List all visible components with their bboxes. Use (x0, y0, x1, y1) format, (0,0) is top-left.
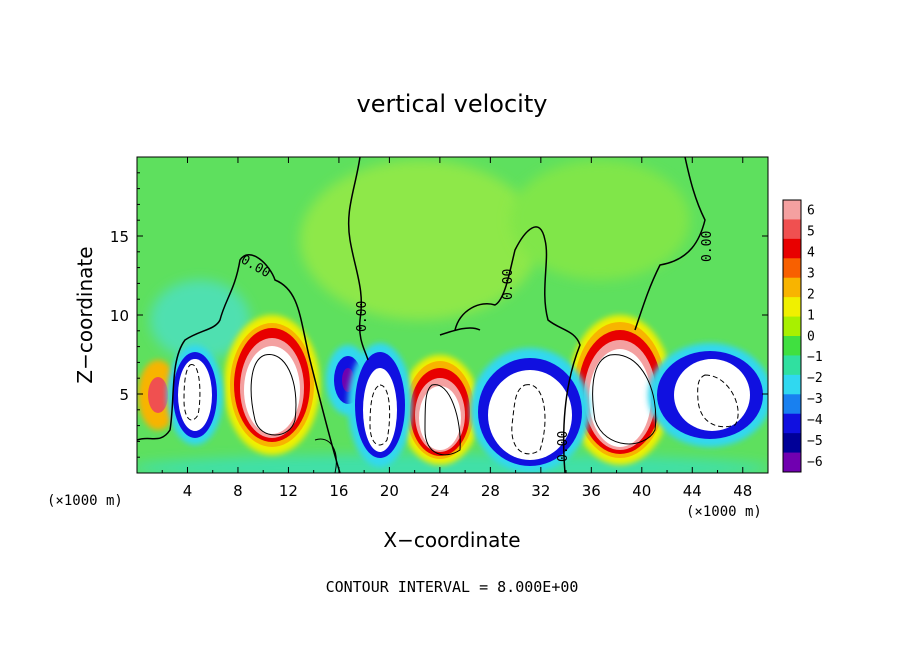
colorbar-label: −3 (807, 392, 823, 407)
inner-contours (250, 354, 657, 473)
updraft-cell (568, 315, 672, 465)
colorbar-label: 5 (807, 225, 815, 240)
x-tick-label: 24 (430, 482, 449, 500)
contour-label: 0.00 (355, 301, 370, 332)
colorbar-label: 4 (807, 246, 815, 261)
updraft-cell (400, 355, 480, 465)
y-axis-label: Z−coordinate (73, 246, 97, 383)
x-tick-label: 12 (279, 482, 298, 500)
x-tick-label: 28 (481, 482, 500, 500)
x-tick-label: 8 (233, 482, 243, 500)
upper-field-patch (300, 160, 540, 320)
colorbar-swatch (783, 433, 801, 454)
x-tick-label: 44 (683, 482, 702, 500)
colorbar-swatch (783, 258, 801, 279)
negative-contours (183, 364, 739, 455)
x-tick-label: 20 (380, 482, 399, 500)
colorbar-swatch (783, 374, 801, 395)
colorbar-label: −6 (807, 455, 823, 470)
colorbar-swatch (783, 394, 801, 415)
colorbar-label: 3 (807, 266, 815, 281)
colorbar-label: 1 (807, 308, 815, 323)
y-tick-label: 5 (119, 386, 129, 404)
x-tick-label: 40 (632, 482, 651, 500)
colorbar-label: −2 (807, 371, 823, 386)
colorbar-swatch (783, 336, 801, 356)
colorbar-swatch (783, 238, 801, 259)
colorbar-swatch (783, 277, 801, 298)
colorbar-label: 2 (807, 287, 815, 302)
x-axis-label: X−coordinate (383, 528, 520, 552)
x-tick-label: 32 (531, 482, 550, 500)
downdraft-cell (470, 348, 590, 472)
downdraft-cell (348, 343, 412, 467)
colorbar-label: 0 (807, 329, 815, 344)
colorbar-label: −1 (807, 350, 823, 365)
downdraft-cell (167, 345, 223, 445)
x-tick-label: 36 (582, 482, 601, 500)
x-unit-right: (×1000 m) (686, 504, 762, 520)
upper-field-patch (510, 160, 690, 280)
plot-area: 0.00 0.00 0.00 0.00 0.00 (137, 157, 768, 473)
contour-interval: CONTOUR INTERVAL = 8.000E+00 (326, 578, 579, 596)
colorbar: 6 5 4 3 2 1 0 −1 −2 −3 −4 −5 −6 (782, 199, 823, 473)
colorbar-label: −4 (807, 413, 823, 428)
colorbar-swatch (783, 219, 801, 240)
contour-label: 0.00 (556, 431, 571, 462)
zero-contours (137, 157, 706, 473)
downdraft-cell (648, 343, 768, 447)
colorbar-swatch (783, 200, 801, 220)
x-tick-label: 4 (183, 482, 193, 500)
y-tick-label: 10 (110, 307, 129, 325)
colorbar-swatch (783, 297, 801, 318)
colorbar-label: −5 (807, 434, 823, 449)
colorbar-swatch (783, 355, 801, 376)
updraft-cell (224, 315, 320, 455)
x-axis: 4 8 12 16 20 24 28 32 36 40 44 48 (161, 157, 752, 500)
contour-label: 0.00 (700, 231, 715, 262)
contour-label: 0.00 (501, 269, 516, 300)
colorbar-label: 6 (807, 204, 815, 219)
colorbar-swatch (783, 452, 801, 473)
left-cyan-patch (150, 280, 250, 360)
updraft-cell (138, 360, 178, 430)
x-tick-label: 16 (329, 482, 348, 500)
x-tick-label: 48 (733, 482, 752, 500)
colorbar-frame (782, 199, 802, 473)
colorbar-swatch (783, 413, 801, 434)
y-axis: 5 10 15 (110, 172, 768, 458)
y-tick-label: 15 (110, 228, 129, 246)
x-unit-left: (×1000 m) (47, 493, 123, 509)
chart-title: vertical velocity (357, 90, 548, 118)
colorbar-swatch (783, 316, 801, 337)
